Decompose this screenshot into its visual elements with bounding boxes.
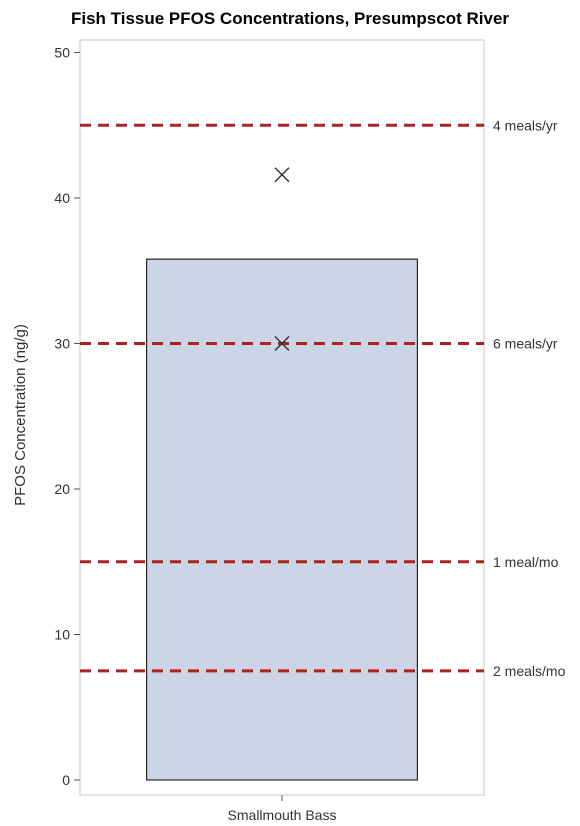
- y-tick-label: 30: [54, 336, 70, 352]
- data-points: [274, 167, 290, 352]
- reference-line-label: 1 meal/mo: [493, 554, 559, 570]
- x-marker-point: [274, 335, 290, 352]
- y-tick-label: 0: [62, 772, 70, 788]
- x-category-label: Smallmouth Bass: [228, 807, 337, 823]
- chart-title: Fish Tissue PFOS Concentrations, Presump…: [71, 9, 509, 28]
- y-tick-label: 20: [54, 481, 70, 497]
- bars: [146, 258, 418, 781]
- reference-line-label: 4 meals/yr: [493, 117, 558, 133]
- y-axis-ticks: 0 10 20 30 40 50: [54, 45, 80, 788]
- y-tick-label: 40: [54, 190, 70, 206]
- x-axis-categories: Smallmouth Bass: [228, 795, 337, 823]
- reference-line-label: 6 meals/yr: [493, 336, 558, 352]
- y-tick-label: 10: [54, 627, 70, 643]
- y-tick-label: 50: [54, 45, 70, 61]
- reference-line-label: 2 meals/mo: [493, 663, 566, 679]
- bar-smallmouth-bass: [146, 258, 418, 781]
- y-axis-label: PFOS Concentration (ng/g): [12, 324, 29, 506]
- x-marker-point: [274, 167, 290, 183]
